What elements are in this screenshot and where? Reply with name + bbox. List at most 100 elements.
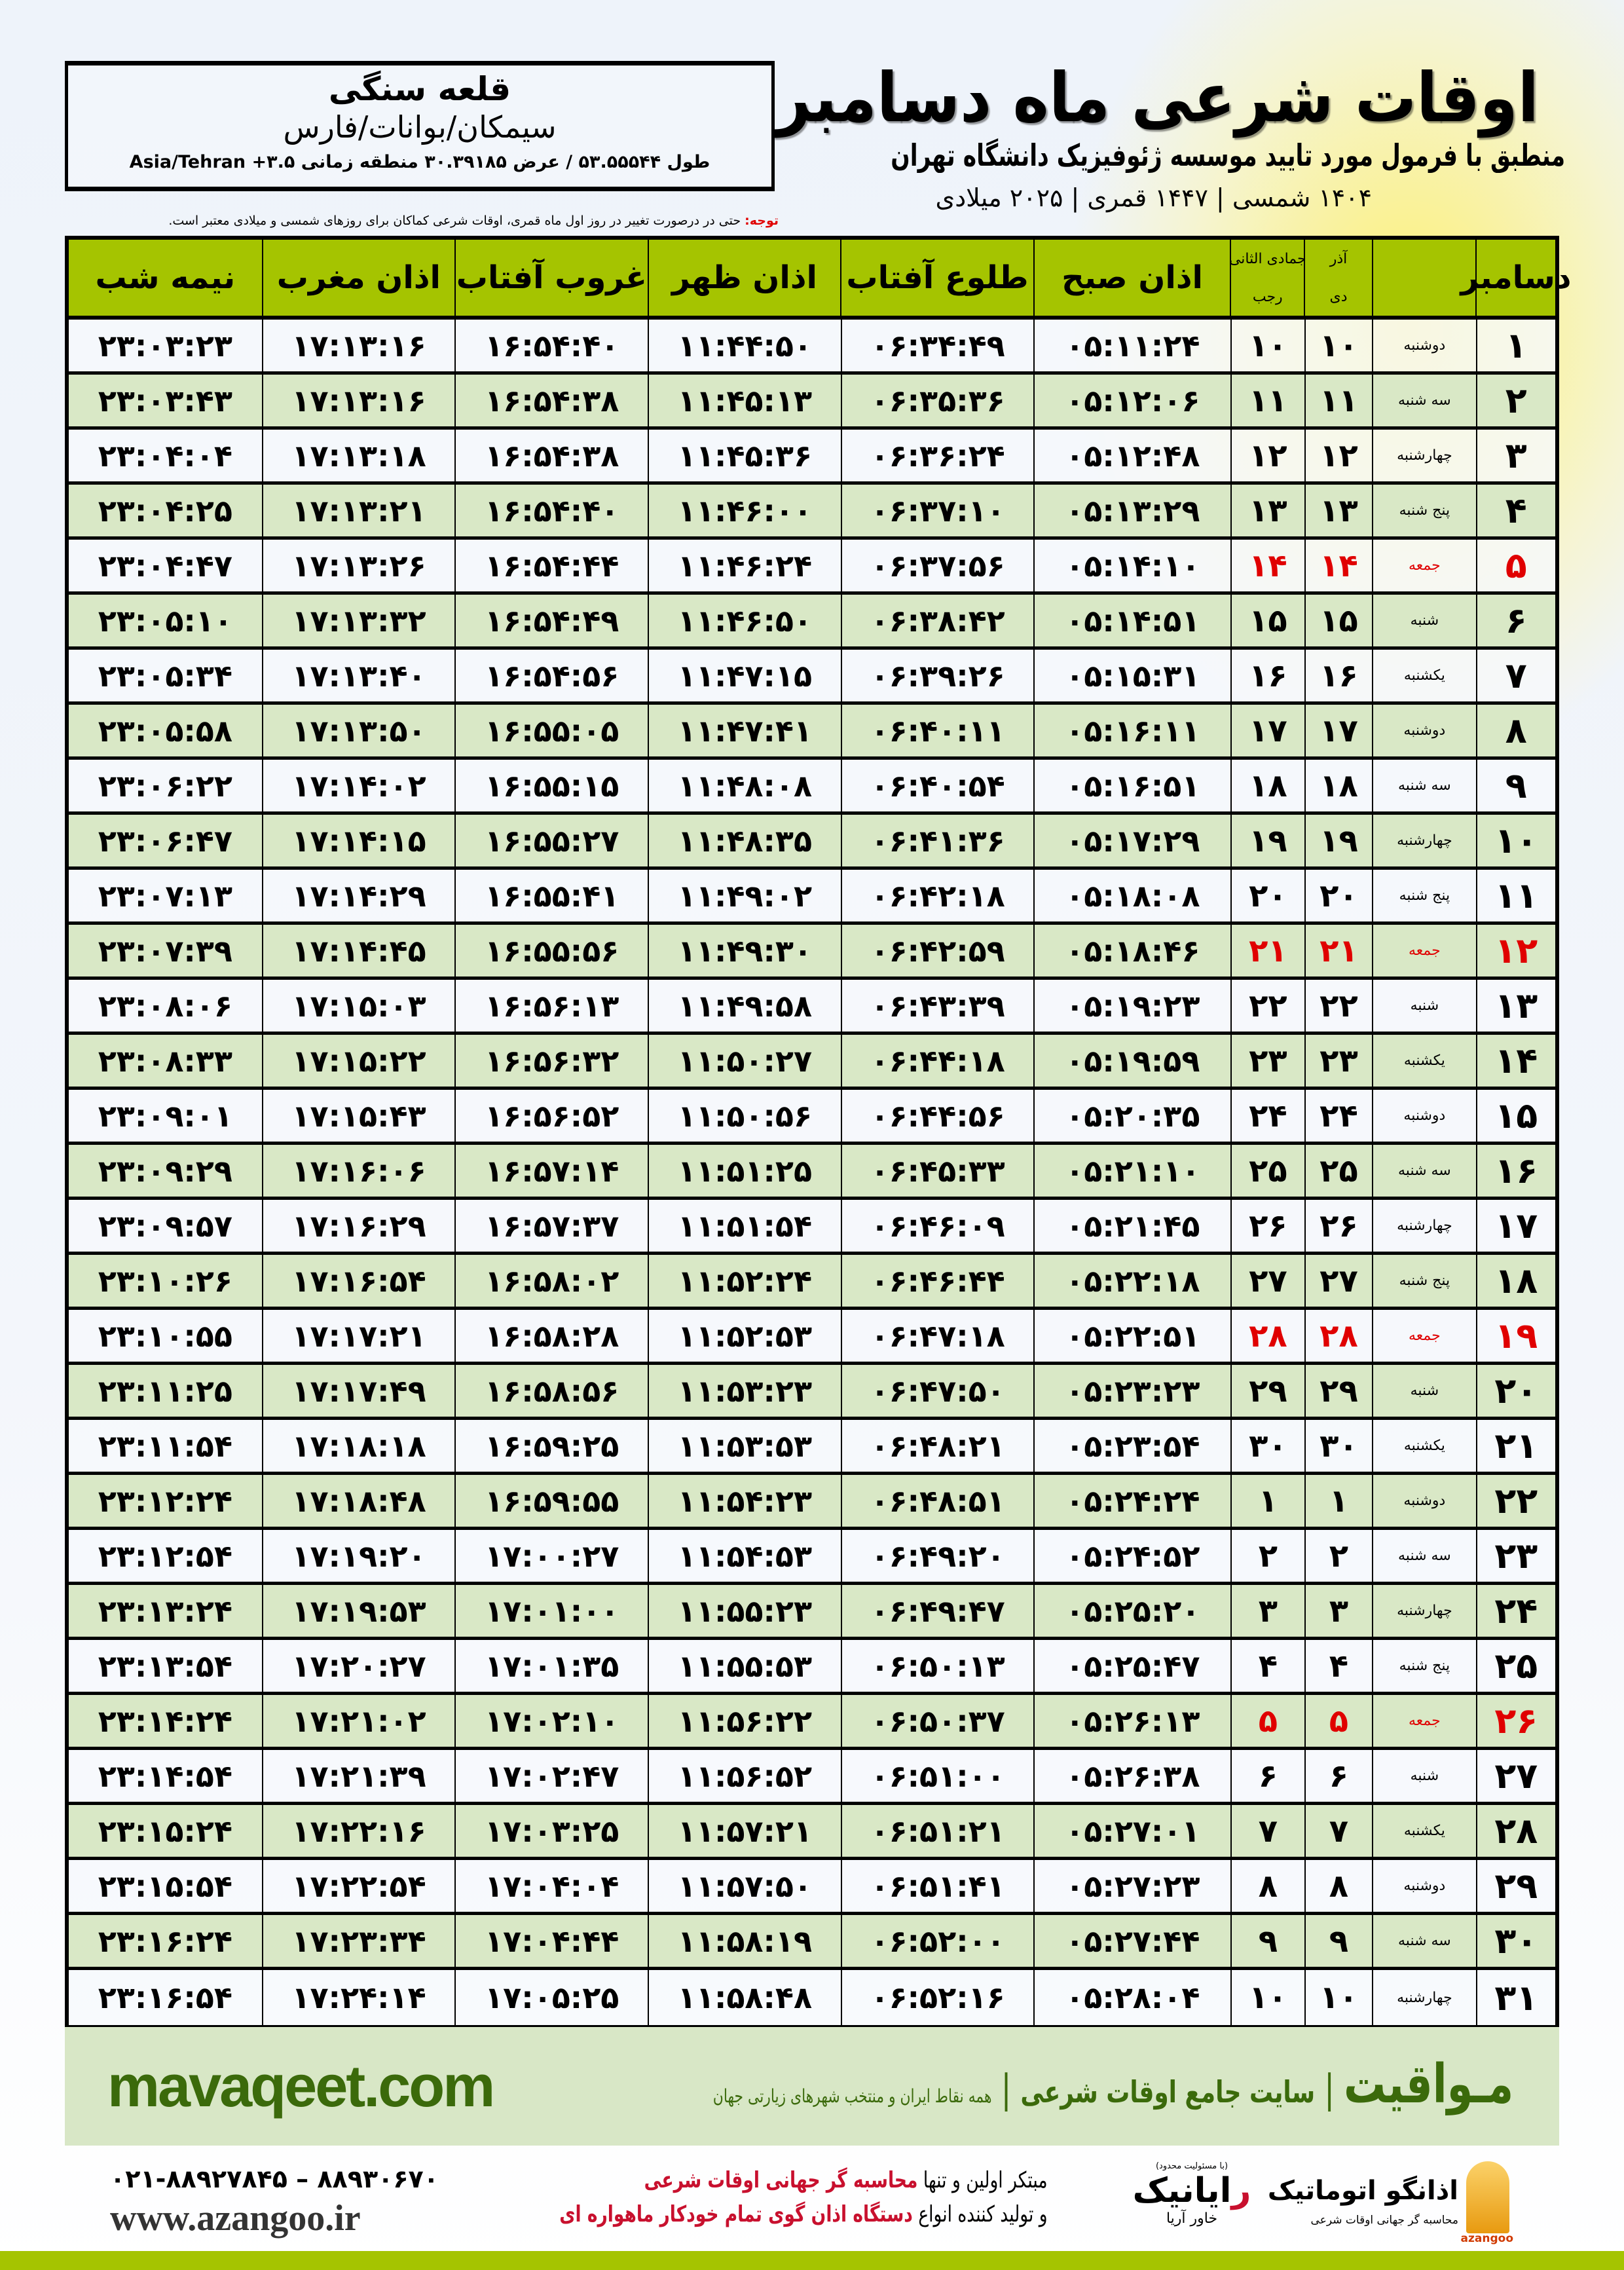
day-number: ۱۵	[1475, 1090, 1555, 1142]
table-row: ۵ جمعه ۱۴ ۱۴ ۰۵:۱۴:۱۰ ۰۶:۳۷:۵۶ ۱۱:۴۶:۲۴ ۱۶:۵۴:۴…	[69, 540, 1555, 595]
midnight-time: ۲۳:۰۴:۰۴	[98, 437, 232, 474]
header-midnight: نیمه شب	[95, 259, 236, 296]
lunar-day: ۲۳	[1230, 1035, 1304, 1087]
weekday: پنج شنبه	[1372, 1640, 1475, 1692]
prayer-times-table: دسامبر آذر دی جمادی الثانی رجب اذان صبح …	[65, 236, 1572, 2029]
dhuhr-time: ۱۱:۴۶:۵۰	[648, 595, 841, 646]
azangoo-sub: محاسبه گر جهانی اوقات شرعی	[1310, 2214, 1458, 2227]
day-number: ۱۳	[1475, 980, 1555, 1032]
day-number: ۳۰	[1475, 1915, 1555, 1967]
sunrise-time: ۰۶:۳۵:۳۶	[840, 375, 1034, 426]
maghrib-time: ۱۷:۱۵:۲۲	[261, 1035, 455, 1087]
midnight-time: ۲۳:۰۵:۵۸	[98, 713, 232, 749]
sunrise-time: ۰۶:۴۲:۱۸	[840, 870, 1034, 921]
maghrib-time: ۱۷:۲۴:۱۴	[261, 1970, 455, 2025]
header-month: دسامبر	[1460, 240, 1572, 316]
dhuhr-time: ۱۱:۴۹:۰۲	[648, 870, 841, 921]
day-number: ۱۷	[1475, 1200, 1555, 1252]
dhuhr-time: ۱۱:۵۵:۵۳	[648, 1640, 841, 1692]
dhuhr-time: ۱۱:۵۲:۲۴	[648, 1255, 841, 1307]
solar-day: ۱۰	[1304, 1970, 1373, 2025]
sunset-time: ۱۶:۵۵:۴۱	[454, 870, 648, 921]
header-solar: آذر دی	[1304, 240, 1372, 316]
lunar-day: ۲۲	[1230, 980, 1304, 1032]
midnight-time: ۲۳:۱۱:۲۵	[98, 1373, 232, 1409]
maghrib-time: ۱۷:۱۷:۴۹	[261, 1365, 455, 1417]
day-number: ۱۰	[1475, 815, 1555, 866]
dhuhr-time: ۱۱:۴۵:۳۶	[648, 430, 841, 481]
sunset-time: ۱۶:۵۴:۴۰	[454, 485, 648, 536]
sunrise-time: ۰۶:۴۴:۱۸	[840, 1035, 1034, 1087]
day-number: ۲۷	[1475, 1750, 1555, 1802]
day-number: ۲۸	[1475, 1805, 1555, 1857]
footer-website[interactable]: www.azangoo.ir	[110, 2198, 361, 2239]
lunar-day: ۲۹	[1230, 1365, 1304, 1417]
midnight-time: ۲۳:۰۶:۲۲	[98, 768, 232, 804]
lunar-day: ۴	[1230, 1640, 1304, 1692]
midnight-time: ۲۳:۰۸:۳۳	[98, 1043, 232, 1079]
header-sunrise: طلوع آفتاب	[840, 240, 1033, 316]
solar-day: ۲۷	[1304, 1255, 1373, 1307]
dome-icon	[1466, 2161, 1509, 2233]
solar-day: ۳۰	[1304, 1420, 1373, 1472]
table-row: ۱۹ جمعه ۲۸ ۲۸ ۰۵:۲۲:۵۱ ۰۶:۴۷:۱۸ ۱۱:۵۲:۵۳ ۱۶:۵۸:…	[69, 1310, 1555, 1365]
midnight-time: ۲۳:۱۵:۲۴	[98, 1813, 232, 1849]
day-number: ۱	[1475, 320, 1555, 371]
fajr-time: ۰۵:۲۰:۳۵	[1033, 1090, 1230, 1142]
sunrise-time: ۰۶:۵۱:۲۱	[840, 1805, 1034, 1857]
solar-day: ۱۹	[1304, 815, 1373, 866]
midnight-time: ۲۳:۱۵:۵۴	[98, 1868, 232, 1904]
dhuhr-time: ۱۱:۴۶:۲۴	[648, 540, 841, 591]
weekday: یکشنبه	[1372, 1420, 1475, 1472]
fajr-time: ۰۵:۱۶:۵۱	[1033, 760, 1230, 811]
solar-day: ۲۸	[1304, 1310, 1373, 1362]
dhuhr-time: ۱۱:۵۴:۲۳	[648, 1475, 841, 1527]
weekday: جمعه	[1372, 540, 1475, 591]
maghrib-time: ۱۷:۱۳:۴۰	[261, 650, 455, 701]
rayanik-sub: خاور آریا	[1166, 2210, 1218, 2227]
day-number: ۲۹	[1475, 1860, 1555, 1912]
maghrib-time: ۱۷:۲۳:۳۴	[261, 1915, 455, 1967]
maghrib-time: ۱۷:۱۳:۱۶	[261, 375, 455, 426]
lunar-day: ۱۹	[1230, 815, 1304, 866]
dhuhr-time: ۱۱:۴۹:۳۰	[648, 925, 841, 977]
footer-line1-red: محاسبه گر جهانی اوقات شرعی	[644, 2167, 918, 2193]
sunrise-time: ۰۶:۴۶:۴۴	[840, 1255, 1034, 1307]
bottom-bar	[0, 2251, 1624, 2270]
note: توجه: حتی در درصورت تغییر در روز اول ماه…	[65, 214, 779, 228]
azangoo-logo: اذانگو اتوماتیک محاسبه گر جهانی اوقات شر…	[1268, 2161, 1516, 2246]
midnight-time: ۲۳:۱۰:۲۶	[98, 1263, 232, 1299]
weekday: شنبه	[1372, 595, 1475, 646]
midnight-time: ۲۳:۱۶:۵۴	[98, 1980, 232, 2015]
fajr-time: ۰۵:۲۳:۲۳	[1033, 1365, 1230, 1417]
banner-text: مـواقیت | سایت جامع اوقات شرعی | همه نقا…	[713, 2053, 1513, 2115]
banner-separator-2: |	[1001, 2066, 1012, 2112]
solar-day: ۱۷	[1304, 705, 1373, 756]
weekday: چهارشنبه	[1372, 1585, 1475, 1637]
weekday: یکشنبه	[1372, 1805, 1475, 1857]
fajr-time: ۰۵:۱۸:۰۸	[1033, 870, 1230, 921]
dhuhr-time: ۱۱:۴۶:۰۰	[648, 485, 841, 536]
fajr-time: ۰۵:۱۸:۴۶	[1033, 925, 1230, 977]
fajr-time: ۰۵:۱۶:۱۱	[1033, 705, 1230, 756]
weekday: دوشنبه	[1372, 705, 1475, 756]
maghrib-time: ۱۷:۱۹:۵۳	[261, 1585, 455, 1637]
azangoo-name: اذانگو اتوماتیک	[1267, 2176, 1458, 2206]
table-row: ۶ شنبه ۱۵ ۱۵ ۰۵:۱۴:۵۱ ۰۶:۳۸:۴۲ ۱۱:۴۶:۵۰ ۱۶:۵۴:۴…	[69, 595, 1555, 650]
sunrise-time: ۰۶:۳۴:۴۹	[840, 320, 1034, 371]
weekday: شنبه	[1372, 1365, 1475, 1417]
footer-phone: ۰۲۱-۸۸۹۲۷۸۴۵ – ۸۸۹۳۰۶۷۰	[110, 2165, 439, 2193]
day-number: ۲۲	[1475, 1475, 1555, 1527]
year-line: ۱۴۰۴ شمسی | ۱۴۴۷ قمری | ۲۰۲۵ میلادی	[935, 183, 1372, 212]
fajr-time: ۰۵:۲۴:۲۴	[1033, 1475, 1230, 1527]
sunset-time: ۱۷:۰۱:۳۵	[454, 1640, 648, 1692]
midnight-time: ۲۳:۱۴:۵۴	[98, 1758, 232, 1794]
sunrise-time: ۰۶:۵۰:۱۳	[840, 1640, 1034, 1692]
dhuhr-time: ۱۱:۵۶:۵۲	[648, 1750, 841, 1802]
weekday: سه شنبه	[1372, 760, 1475, 811]
banner-url[interactable]: mavaqeet.com	[107, 2054, 495, 2119]
sunset-time: ۱۶:۵۸:۰۲	[454, 1255, 648, 1307]
midnight-time: ۲۳:۰۳:۴۳	[98, 382, 232, 419]
dhuhr-time: ۱۱:۵۰:۵۶	[648, 1090, 841, 1142]
midnight-time: ۲۳:۰۷:۳۹	[98, 933, 232, 969]
